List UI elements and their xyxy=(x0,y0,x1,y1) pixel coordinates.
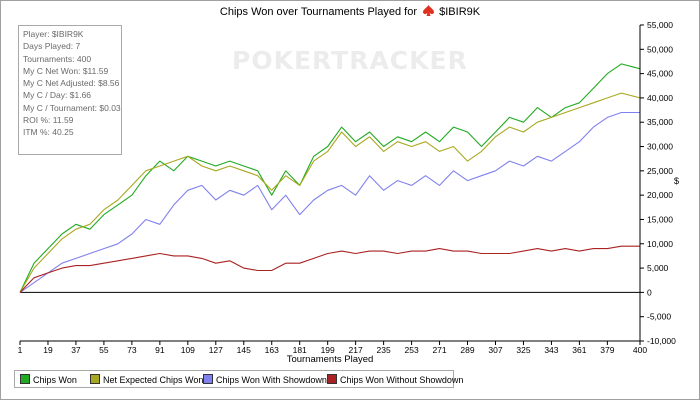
y-tick-label: 20,000 xyxy=(647,190,673,200)
legend-swatch xyxy=(20,374,30,384)
chart-title-text: Chips Won over Tournaments Played for xyxy=(219,6,417,18)
poker-spade-icon xyxy=(423,5,435,16)
y-tick-label: 55,000 xyxy=(647,20,673,30)
x-tick-label: 361 xyxy=(572,345,586,355)
stat-roi: ROI %: 11.59 xyxy=(23,115,74,126)
y-tick-label: 35,000 xyxy=(647,117,673,127)
x-tick-label: 109 xyxy=(181,345,195,355)
legend-swatch xyxy=(90,374,100,384)
stat-per-tournament: My C / Tournament: $0.03 xyxy=(23,102,121,113)
chart-title: Chips Won over Tournaments Played for $I… xyxy=(0,5,700,18)
x-tick-label: 19 xyxy=(43,345,53,355)
y-tick-label: 45,000 xyxy=(647,69,673,79)
series-line-1 xyxy=(19,92,641,293)
legend-label: Chips Won With Showdown xyxy=(216,375,327,385)
x-tick-label: 325 xyxy=(516,345,530,355)
chart-title-player: $IBIR9K xyxy=(439,6,481,18)
legend-item-without-showdown: Chips Won Without Showdown xyxy=(327,374,463,385)
stat-player: Player: $IBIR9K xyxy=(23,29,84,39)
x-tick-label: 253 xyxy=(404,345,418,355)
y-axis-label: $ xyxy=(674,176,680,186)
stats-box: Player: $IBIR9K Days Played: 7 Tournamen… xyxy=(18,25,122,155)
legend-item-with-showdown: Chips Won With Showdown xyxy=(203,374,327,385)
legend-swatch xyxy=(203,374,213,384)
stat-per-day: My C / Day: $1.66 xyxy=(23,90,92,101)
stat-net-won: My C Net Won: $11.59 xyxy=(23,65,109,76)
legend-label: Net Expected Chips Won xyxy=(103,375,204,385)
x-axis-label: Tournaments Played xyxy=(286,354,374,365)
legend-item-net-expected: Net Expected Chips Won xyxy=(90,374,203,385)
x-tick-label: 400 xyxy=(633,345,647,355)
x-tick-label: 73 xyxy=(127,345,137,355)
x-tick-label: 271 xyxy=(432,345,446,355)
y-tick-label: 15,000 xyxy=(647,214,673,224)
x-tick-label: 343 xyxy=(544,345,558,355)
y-tick-label: -10,000 xyxy=(647,336,676,346)
watermark-logo: POKERTRACKER xyxy=(232,46,468,75)
series-line-3 xyxy=(19,245,640,293)
legend-item-chips-won: Chips Won xyxy=(20,374,77,385)
x-tick-label: 379 xyxy=(600,345,614,355)
y-tick-label: 50,000 xyxy=(647,44,673,54)
x-tick-label: 55 xyxy=(99,345,109,355)
stat-tournaments: Tournaments: 400 xyxy=(23,53,92,64)
chart-legend: Chips Won Net Expected Chips Won Chips W… xyxy=(14,370,463,388)
legend-swatch xyxy=(327,374,337,384)
x-tick-label: 91 xyxy=(155,345,165,355)
legend-label: Chips Won xyxy=(33,375,77,385)
y-tick-label: 40,000 xyxy=(647,93,673,103)
x-tick-label: 289 xyxy=(460,345,474,355)
series-line-0 xyxy=(19,63,641,293)
stat-net-adjusted: My C Net Adjusted: $8.56 xyxy=(23,78,120,89)
y-tick-label: 10,000 xyxy=(647,239,673,249)
x-tick-label: 181 xyxy=(293,345,307,355)
stat-itm: ITM %: 40.25 xyxy=(23,127,74,138)
x-tick-label: 145 xyxy=(237,345,251,355)
series-line-2 xyxy=(19,111,640,293)
x-tick-label: 163 xyxy=(265,345,279,355)
x-tick-label: 217 xyxy=(349,345,363,355)
y-tick-label: -5,000 xyxy=(647,312,671,322)
x-tick-label: 127 xyxy=(209,345,223,355)
y-tick-label: 0 xyxy=(647,287,652,297)
x-tick-label: 1 xyxy=(18,345,23,355)
x-tick-label: 37 xyxy=(71,345,81,355)
stat-days-played: Days Played: 7 xyxy=(23,41,81,52)
y-tick-label: 5,000 xyxy=(647,263,669,273)
legend-label: Chips Won Without Showdown xyxy=(340,375,464,385)
x-tick-label: 235 xyxy=(377,345,391,355)
y-tick-label: 30,000 xyxy=(647,142,673,152)
x-tick-label: 199 xyxy=(321,345,335,355)
x-tick-label: 307 xyxy=(488,345,502,355)
y-tick-label: 25,000 xyxy=(647,166,673,176)
